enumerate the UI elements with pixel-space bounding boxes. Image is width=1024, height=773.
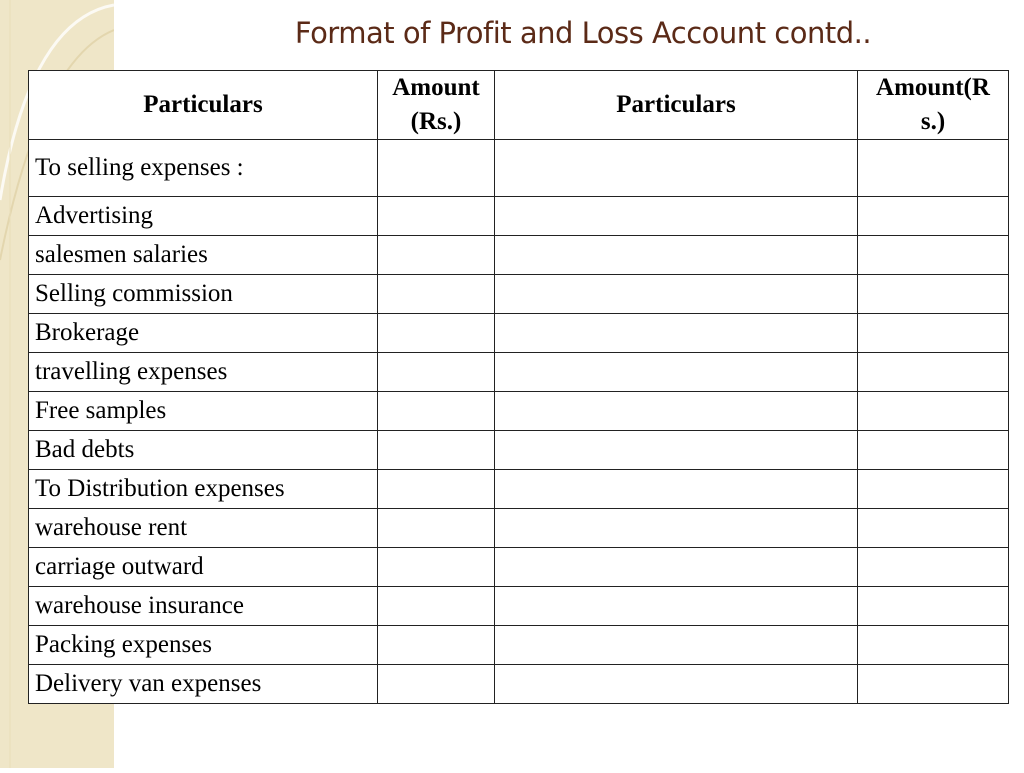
table-row: Brokerage bbox=[28, 313, 1009, 353]
row-label: warehouse insurance bbox=[28, 586, 378, 626]
empty-cell bbox=[377, 547, 495, 587]
table-row: warehouse insurance bbox=[28, 586, 1009, 626]
row-label: carriage outward bbox=[28, 547, 378, 587]
table-row: Free samples bbox=[28, 391, 1009, 431]
account-table: Particulars Amount (Rs.) Particulars Amount… bbox=[28, 70, 1009, 704]
empty-cell bbox=[377, 235, 495, 275]
column-header: Amount(Rs.) bbox=[857, 70, 1009, 140]
row-label: Selling commission bbox=[28, 274, 378, 314]
empty-cell bbox=[857, 664, 1009, 704]
empty-cell bbox=[494, 235, 858, 275]
empty-cell bbox=[857, 430, 1009, 470]
row-label: salesmen salaries bbox=[28, 235, 378, 275]
column-header: Particulars bbox=[28, 70, 378, 140]
empty-cell bbox=[857, 547, 1009, 587]
table-row: Packing expenses bbox=[28, 625, 1009, 665]
empty-cell bbox=[494, 352, 858, 392]
column-header: Particulars bbox=[494, 70, 858, 140]
empty-cell bbox=[377, 430, 495, 470]
empty-cell bbox=[857, 352, 1009, 392]
empty-cell bbox=[494, 547, 858, 587]
empty-cell bbox=[857, 235, 1009, 275]
empty-cell bbox=[494, 274, 858, 314]
empty-cell bbox=[494, 196, 858, 236]
empty-cell bbox=[857, 625, 1009, 665]
empty-cell bbox=[494, 139, 858, 197]
row-label: warehouse rent bbox=[28, 508, 378, 548]
empty-cell bbox=[857, 139, 1009, 197]
empty-cell bbox=[377, 469, 495, 509]
table-row: salesmen salaries bbox=[28, 235, 1009, 275]
row-label: Brokerage bbox=[28, 313, 378, 353]
table-row: Selling commission bbox=[28, 274, 1009, 314]
row-label: travelling expenses bbox=[28, 352, 378, 392]
empty-cell bbox=[857, 508, 1009, 548]
table-row: carriage outward bbox=[28, 547, 1009, 587]
empty-cell bbox=[377, 313, 495, 353]
empty-cell bbox=[377, 664, 495, 704]
empty-cell bbox=[377, 352, 495, 392]
table-row: Advertising bbox=[28, 196, 1009, 236]
table-row: Bad debts bbox=[28, 430, 1009, 470]
column-header: Amount (Rs.) bbox=[377, 70, 495, 140]
empty-cell bbox=[494, 313, 858, 353]
empty-cell bbox=[377, 508, 495, 548]
row-label: Delivery van expenses bbox=[28, 664, 378, 704]
table-row: travelling expenses bbox=[28, 352, 1009, 392]
row-label: Bad debts bbox=[28, 430, 378, 470]
empty-cell bbox=[494, 469, 858, 509]
empty-cell bbox=[494, 508, 858, 548]
empty-cell bbox=[494, 430, 858, 470]
row-label: To selling expenses : bbox=[28, 139, 378, 197]
empty-cell bbox=[377, 586, 495, 626]
empty-cell bbox=[494, 664, 858, 704]
empty-cell bbox=[494, 391, 858, 431]
row-label: Packing expenses bbox=[28, 625, 378, 665]
empty-cell bbox=[857, 469, 1009, 509]
empty-cell bbox=[494, 625, 858, 665]
empty-cell bbox=[377, 196, 495, 236]
empty-cell bbox=[494, 586, 858, 626]
empty-cell bbox=[377, 139, 495, 197]
table-row: To selling expenses : bbox=[28, 139, 1009, 197]
table-row: warehouse rent bbox=[28, 508, 1009, 548]
slide-title: Format of Profit and Loss Account contd.… bbox=[294, 16, 872, 50]
row-label: To Distribution expenses bbox=[28, 469, 378, 509]
empty-cell bbox=[857, 586, 1009, 626]
row-label: Advertising bbox=[28, 196, 378, 236]
row-label: Free samples bbox=[28, 391, 378, 431]
table-row: Delivery van expenses bbox=[28, 664, 1009, 704]
empty-cell bbox=[377, 274, 495, 314]
empty-cell bbox=[377, 391, 495, 431]
empty-cell bbox=[857, 391, 1009, 431]
header-row: Particulars Amount (Rs.) Particulars Amount… bbox=[28, 70, 1009, 140]
table-row: To Distribution expenses bbox=[28, 469, 1009, 509]
empty-cell bbox=[857, 313, 1009, 353]
empty-cell bbox=[857, 274, 1009, 314]
empty-cell bbox=[377, 625, 495, 665]
empty-cell bbox=[857, 196, 1009, 236]
